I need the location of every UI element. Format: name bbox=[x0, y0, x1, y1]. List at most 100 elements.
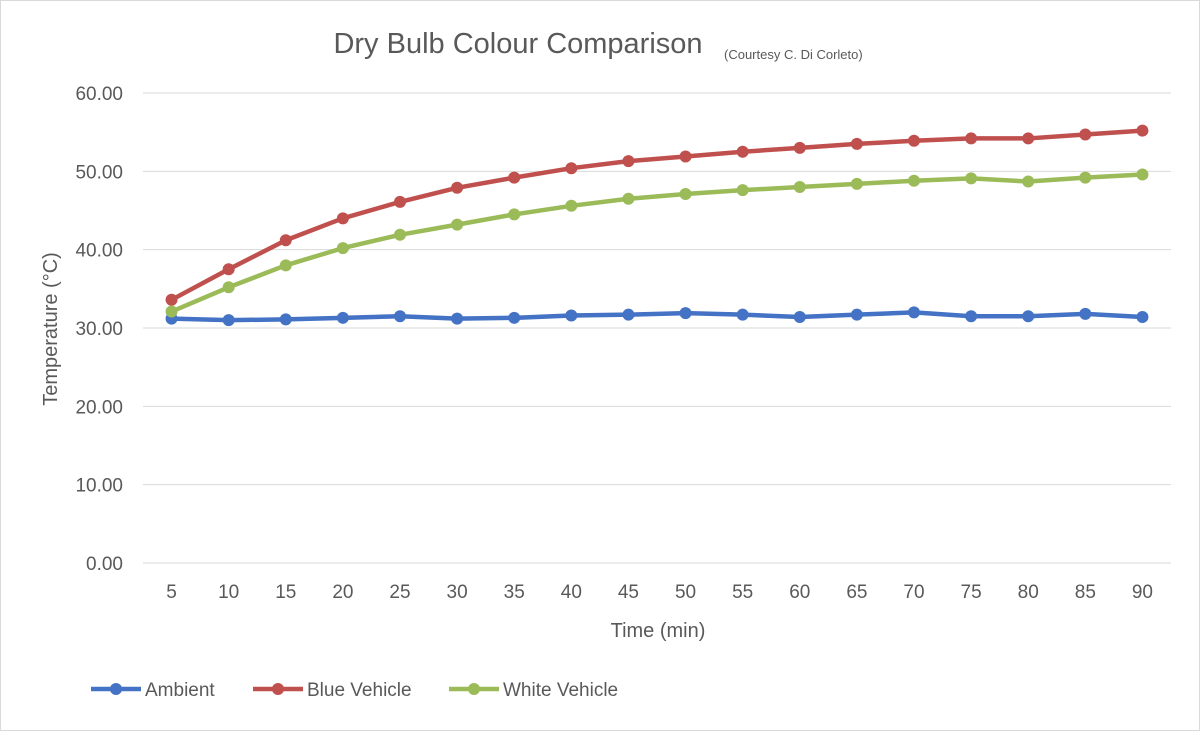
series-line-blue-vehicle bbox=[169, 128, 1145, 303]
x-tick-label: 60 bbox=[789, 582, 810, 603]
x-axis-label: Time (min) bbox=[611, 620, 706, 642]
x-tick-label: 5 bbox=[166, 582, 177, 603]
data-point-blue-vehicle bbox=[508, 171, 521, 184]
x-tick-label: 70 bbox=[903, 582, 924, 603]
data-point-blue-vehicle bbox=[279, 234, 292, 247]
data-point-white-vehicle bbox=[508, 208, 521, 221]
data-point-blue-vehicle bbox=[622, 155, 635, 168]
data-point-ambient bbox=[736, 308, 749, 321]
data-point-white-vehicle bbox=[1022, 175, 1035, 188]
data-point-ambient bbox=[336, 311, 349, 324]
y-axis-tick-labels: 0.00 10.00 20.00 30.00 40.00 50.00 60.00 bbox=[75, 84, 123, 575]
series-blue-vehicle bbox=[165, 124, 1149, 306]
series-group bbox=[165, 124, 1149, 327]
data-point-ambient bbox=[850, 308, 863, 321]
x-tick-label: 15 bbox=[275, 582, 296, 603]
legend-item-blue-vehicle: Blue Vehicle bbox=[253, 680, 412, 701]
data-point-ambient bbox=[793, 311, 806, 324]
x-tick-label: 25 bbox=[389, 582, 410, 603]
y-tick-label: 0.00 bbox=[86, 554, 123, 575]
data-point-white-vehicle bbox=[908, 174, 920, 187]
data-point-white-vehicle bbox=[1136, 168, 1149, 181]
data-point-ambient bbox=[1136, 311, 1149, 324]
x-tick-label: 10 bbox=[218, 582, 239, 603]
data-point-white-vehicle bbox=[679, 188, 692, 201]
data-point-blue-vehicle bbox=[908, 134, 920, 147]
legend-swatch-marker bbox=[110, 683, 122, 695]
x-tick-label: 75 bbox=[961, 582, 982, 603]
x-tick-label: 55 bbox=[732, 582, 753, 603]
data-point-blue-vehicle bbox=[736, 145, 749, 158]
data-point-white-vehicle bbox=[850, 177, 863, 190]
data-point-blue-vehicle bbox=[679, 150, 692, 163]
data-point-ambient bbox=[622, 308, 635, 321]
x-tick-label: 50 bbox=[675, 582, 696, 603]
data-point-white-vehicle bbox=[222, 281, 235, 294]
data-point-blue-vehicle bbox=[222, 263, 235, 276]
data-point-blue-vehicle bbox=[965, 132, 978, 145]
y-tick-label: 30.00 bbox=[75, 319, 123, 340]
x-tick-label: 85 bbox=[1075, 582, 1096, 603]
x-tick-label: 90 bbox=[1132, 582, 1153, 603]
x-tick-label: 20 bbox=[332, 582, 353, 603]
data-point-white-vehicle bbox=[336, 242, 349, 255]
chart-subtitle: (Courtesy C. Di Corleto) bbox=[724, 47, 863, 62]
data-point-blue-vehicle bbox=[793, 141, 806, 154]
data-point-ambient bbox=[394, 310, 406, 323]
legend-swatch-marker bbox=[272, 683, 284, 695]
y-axis-label: Temperature (°C) bbox=[40, 252, 62, 406]
data-point-blue-vehicle bbox=[1079, 128, 1092, 141]
data-point-white-vehicle bbox=[279, 259, 292, 272]
series-white-vehicle bbox=[165, 168, 1149, 318]
series-line-white-vehicle bbox=[169, 172, 1145, 314]
data-point-ambient bbox=[1079, 307, 1092, 320]
data-point-ambient bbox=[508, 311, 521, 324]
chart-title: Dry Bulb Colour Comparison bbox=[333, 28, 702, 60]
data-point-blue-vehicle bbox=[565, 162, 578, 175]
x-axis-tick-labels: 5 10 15 20 25 30 35 40 45 50 55 60 65 70 75 80 85 90 bbox=[166, 582, 1153, 603]
y-tick-label: 10.00 bbox=[75, 476, 123, 497]
gridlines bbox=[143, 92, 1171, 564]
data-point-white-vehicle bbox=[965, 172, 978, 185]
y-tick-label: 20.00 bbox=[75, 397, 123, 418]
x-tick-label: 35 bbox=[504, 582, 525, 603]
legend-label: White Vehicle bbox=[503, 680, 618, 701]
legend-item-ambient: Ambient bbox=[91, 680, 215, 701]
data-point-blue-vehicle bbox=[850, 137, 863, 150]
data-point-ambient bbox=[222, 314, 235, 327]
data-point-blue-vehicle bbox=[1136, 124, 1149, 137]
legend: Ambient Blue Vehicle White Vehicle bbox=[91, 680, 618, 701]
data-point-ambient bbox=[679, 307, 692, 320]
data-point-white-vehicle bbox=[1079, 171, 1092, 184]
data-point-ambient bbox=[451, 312, 464, 325]
data-point-white-vehicle bbox=[394, 228, 406, 241]
data-point-white-vehicle bbox=[622, 192, 635, 205]
data-point-white-vehicle bbox=[565, 199, 578, 212]
x-tick-label: 40 bbox=[561, 582, 582, 603]
data-point-white-vehicle bbox=[165, 305, 178, 318]
legend-item-white-vehicle: White Vehicle bbox=[449, 680, 618, 701]
data-point-ambient bbox=[908, 306, 920, 319]
series-line-ambient bbox=[169, 310, 1145, 323]
data-point-white-vehicle bbox=[736, 184, 749, 197]
data-point-blue-vehicle bbox=[394, 195, 406, 208]
y-tick-label: 60.00 bbox=[75, 84, 123, 105]
data-point-ambient bbox=[1022, 310, 1035, 323]
legend-label: Blue Vehicle bbox=[307, 680, 412, 701]
data-point-ambient bbox=[965, 310, 978, 323]
data-point-ambient bbox=[279, 313, 292, 326]
x-tick-label: 30 bbox=[447, 582, 468, 603]
data-point-blue-vehicle bbox=[1022, 132, 1035, 145]
data-point-white-vehicle bbox=[793, 181, 806, 193]
x-tick-label: 45 bbox=[618, 582, 639, 603]
data-point-white-vehicle bbox=[451, 218, 464, 231]
series-ambient bbox=[165, 306, 1149, 327]
legend-swatch-marker bbox=[468, 683, 480, 695]
x-tick-label: 80 bbox=[1018, 582, 1039, 603]
y-tick-label: 40.00 bbox=[75, 241, 123, 262]
data-point-blue-vehicle bbox=[336, 212, 349, 225]
data-point-ambient bbox=[565, 309, 578, 322]
x-tick-label: 65 bbox=[846, 582, 867, 603]
